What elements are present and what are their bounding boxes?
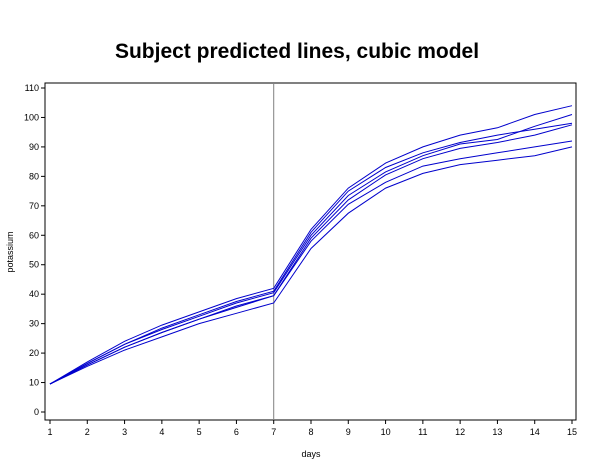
- y-axis-title: potassium: [5, 231, 15, 272]
- y-tick-label: 90: [29, 142, 39, 152]
- y-tick-label: 70: [29, 201, 39, 211]
- x-axis-title: days: [301, 449, 321, 459]
- x-tick-label: 10: [381, 427, 391, 437]
- x-tick-label: 5: [197, 427, 202, 437]
- series-line: [49, 140, 573, 385]
- y-tick-label: 50: [29, 260, 39, 270]
- x-tick-label: 2: [85, 427, 90, 437]
- y-tick-label: 20: [29, 348, 39, 358]
- x-tick-label: 11: [418, 427, 427, 437]
- series-lines: [49, 105, 573, 385]
- y-tick-label: 100: [24, 112, 39, 122]
- chart-title: Subject predicted lines, cubic model: [114, 40, 480, 63]
- x-tick-label: 6: [234, 427, 239, 437]
- series-line: [49, 105, 573, 385]
- x-tick-label: 1: [47, 427, 52, 437]
- y-tick-label: 0: [34, 407, 39, 417]
- x-tick-label: 8: [308, 427, 313, 437]
- series-line: [49, 146, 573, 385]
- x-tick-label: 9: [346, 427, 351, 437]
- y-axis: 0 10 20 30 40 50 60 70 80 90 100 110: [24, 83, 45, 417]
- x-tick-label: 15: [567, 427, 577, 437]
- series-line: [49, 122, 573, 385]
- y-tick-label: 110: [25, 83, 39, 93]
- x-tick-label: 3: [122, 427, 127, 437]
- series-line: [49, 124, 573, 385]
- plot-frame: [44, 82, 577, 421]
- x-tick-label: 13: [492, 427, 502, 437]
- x-axis: 1 2 3 4 5 6 7 8 9 10 11 12 13 14 15: [47, 420, 577, 437]
- y-tick-label: 30: [29, 319, 39, 329]
- y-tick-label: 60: [29, 230, 39, 240]
- x-tick-label: 12: [455, 427, 465, 437]
- x-tick-label: 4: [159, 427, 164, 437]
- y-tick-label: 40: [29, 289, 39, 299]
- y-tick-label: 80: [29, 171, 39, 181]
- x-tick-label: 14: [530, 427, 540, 437]
- series-line: [49, 114, 573, 385]
- y-tick-label: 10: [29, 378, 39, 388]
- x-tick-label: 7: [271, 427, 276, 437]
